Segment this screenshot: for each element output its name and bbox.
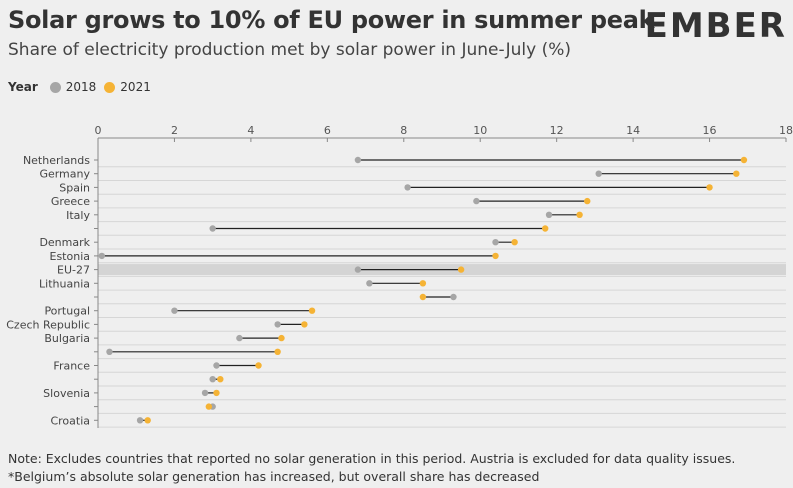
x-tick-label: 18 — [779, 124, 793, 137]
row-label: Slovenia — [43, 387, 90, 400]
x-tick-label: 6 — [324, 124, 331, 137]
row-label: Estonia — [50, 250, 91, 263]
point-2018 — [545, 211, 553, 218]
x-tick-label: 12 — [550, 124, 564, 137]
point-2021 — [255, 362, 262, 369]
point-2021 — [419, 280, 427, 287]
point-2021 — [217, 376, 224, 383]
point-2021 — [205, 403, 213, 410]
point-2021 — [492, 252, 499, 260]
point-2018 — [595, 170, 602, 177]
legend-label-2021: 2021 — [120, 80, 151, 94]
point-2018 — [404, 184, 411, 191]
point-2021 — [576, 211, 583, 218]
row-label: Spain — [59, 181, 90, 194]
point-2018 — [473, 197, 480, 205]
point-2018 — [106, 348, 113, 355]
row-label: Germany — [39, 168, 90, 181]
legend-item-2021: 2021 — [104, 80, 151, 94]
row-label: Denmark — [39, 236, 90, 249]
point-2018 — [98, 252, 106, 260]
x-tick-label: 8 — [400, 124, 407, 137]
row-label: Portugal — [44, 305, 90, 318]
point-2018 — [213, 362, 220, 369]
point-2021 — [584, 197, 591, 205]
point-2021 — [278, 334, 285, 342]
x-tick-label: 0 — [95, 124, 102, 137]
point-2018 — [209, 376, 216, 383]
note-belgium: *Belgium’s absolute solar generation has… — [8, 469, 540, 484]
x-tick-label: 10 — [473, 124, 487, 137]
legend-item-2018: 2018 — [49, 80, 97, 94]
row-label: Lithuania — [39, 277, 90, 290]
point-2018 — [366, 280, 373, 287]
point-2021 — [308, 307, 316, 314]
point-2018 — [450, 293, 457, 301]
point-2021 — [213, 389, 220, 397]
chart-title: Solar grows to 10% of EU power in summer… — [8, 6, 655, 34]
row-label: Croatia — [50, 414, 90, 427]
point-2021 — [301, 321, 308, 328]
point-2018 — [274, 321, 281, 328]
x-tick-label: 4 — [247, 124, 254, 137]
point-2018 — [492, 239, 499, 246]
x-tick-label: 14 — [626, 124, 640, 137]
legend-label-2018: 2018 — [65, 80, 97, 94]
point-2018 — [201, 389, 209, 397]
point-2018 — [354, 266, 362, 273]
point-2021 — [144, 417, 151, 424]
row-label: Italy — [66, 209, 90, 222]
point-2021 — [740, 156, 748, 164]
point-2021 — [511, 239, 518, 246]
note-exclusions: Note: Excludes countries that reported n… — [8, 451, 736, 466]
row-label: France — [53, 360, 90, 373]
legend-dot-2018 — [49, 81, 61, 93]
ember-logo: EMBER — [644, 6, 787, 46]
row-label: Greece — [51, 195, 90, 208]
point-2018 — [209, 225, 216, 232]
point-2018 — [354, 156, 362, 164]
chart-subtitle: Share of electricity production met by s… — [8, 40, 571, 60]
point-2018 — [236, 334, 243, 342]
point-2021 — [706, 184, 713, 191]
point-2021 — [419, 293, 427, 301]
point-2021 — [542, 225, 549, 232]
legend-title: Year — [8, 80, 38, 94]
point-2021 — [733, 170, 740, 177]
row-label: Czech Republic — [6, 318, 90, 331]
point-2018 — [136, 417, 144, 424]
point-2018 — [171, 307, 178, 314]
row-label: EU-27 — [57, 264, 90, 277]
row-label: Netherlands — [23, 154, 90, 167]
legend-dot-2021 — [104, 81, 116, 93]
row-label: Bulgaria — [44, 332, 90, 345]
x-tick-label: 2 — [171, 124, 178, 137]
point-2021 — [457, 266, 465, 273]
x-tick-label: 16 — [703, 124, 717, 137]
legend: Year 2018 2021 — [8, 80, 159, 94]
point-2021 — [274, 348, 281, 355]
